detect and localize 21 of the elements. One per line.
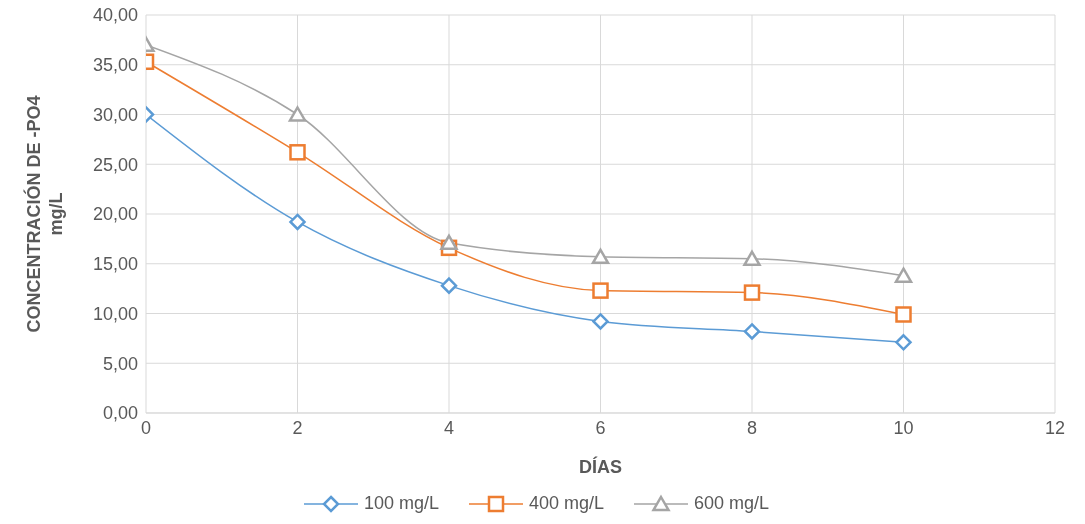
x-tick-label: 10 [893, 417, 914, 438]
legend-label: 100 mg/L [363, 493, 439, 514]
x-axis-title: DÍAS [578, 456, 623, 477]
y-tick-label: 15,00 [92, 254, 138, 275]
y-tick-label: 35,00 [92, 55, 138, 76]
legend-label: 400 mg/L [528, 493, 605, 514]
y-tick-label: 20,00 [92, 204, 138, 225]
y-tick-label: 10,00 [92, 303, 138, 324]
y-tick-label: 5,00 [102, 353, 138, 374]
x-tick-label: 4 [443, 417, 455, 438]
y-tick-label: 30,00 [92, 104, 138, 125]
x-tick-label: 0 [140, 417, 152, 438]
x-tick-label: 12 [1044, 417, 1066, 438]
x-tick-label: 8 [746, 417, 758, 438]
y-tick-label: 40,00 [92, 5, 138, 26]
legend-label: 600 mg/L [694, 493, 770, 514]
x-tick-label: 2 [292, 417, 303, 438]
y-axis-title: CONCENTRACIÓN DE -PO4 mg/L [23, 95, 66, 333]
y-tick-label: 25,00 [92, 154, 138, 175]
x-tick-label: 6 [595, 417, 606, 438]
y-tick-label: 0,00 [102, 403, 138, 424]
